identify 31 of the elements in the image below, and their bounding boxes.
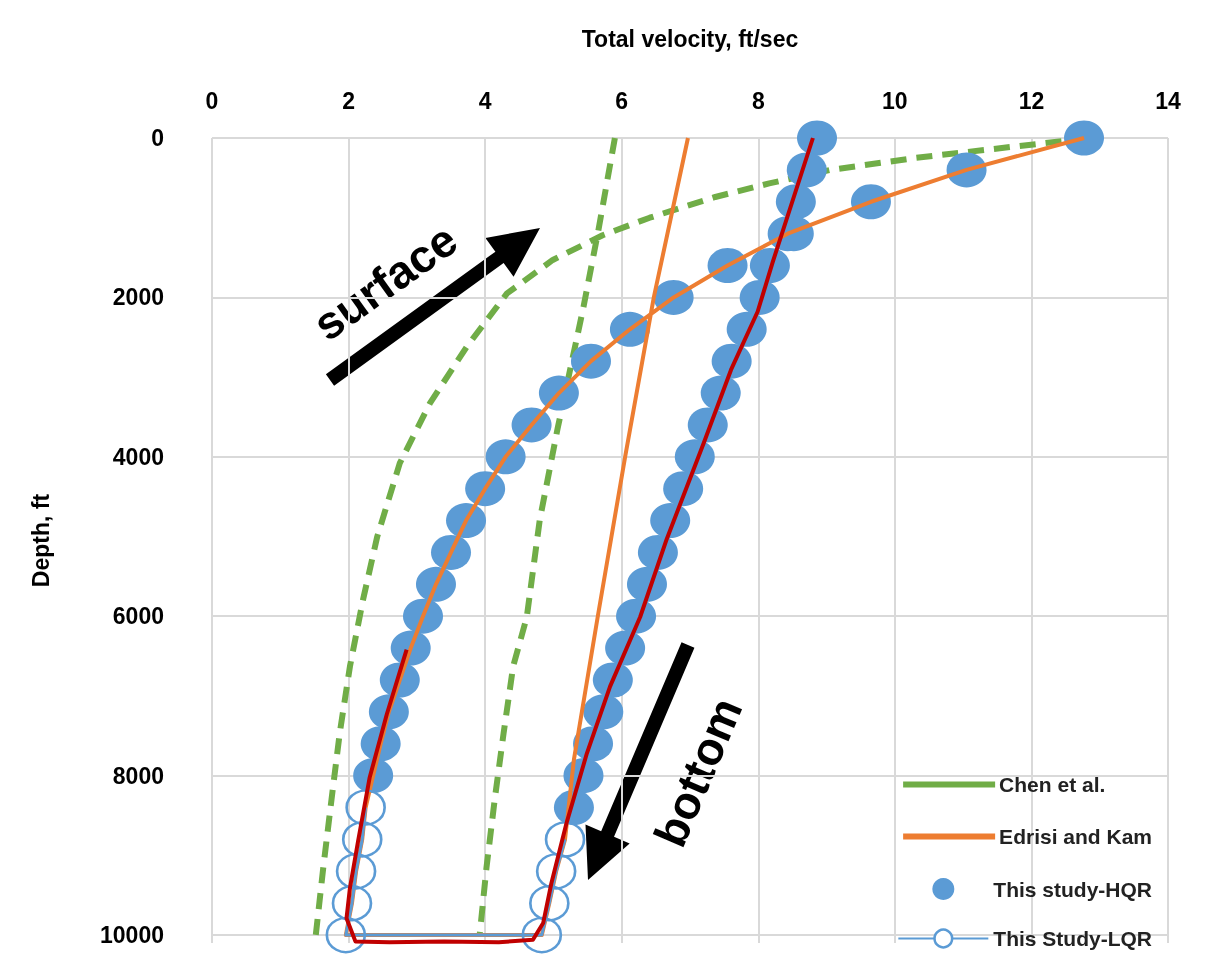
y-axis-title: Depth, ft bbox=[27, 493, 54, 588]
x-tick-label: 6 bbox=[615, 87, 629, 114]
legend-label: This Study-LQR bbox=[993, 927, 1152, 950]
point bbox=[342, 821, 383, 858]
legend-label: Chen et al. bbox=[999, 773, 1106, 796]
point bbox=[797, 120, 838, 156]
y-tick-label: 4000 bbox=[112, 443, 164, 470]
x-tick-label: 12 bbox=[1018, 87, 1045, 114]
y-tick-label: 10000 bbox=[100, 922, 164, 949]
point bbox=[1064, 120, 1105, 156]
point bbox=[544, 821, 586, 858]
x-tick-label: 2 bbox=[342, 87, 355, 114]
x-tick-label: 4 bbox=[478, 87, 492, 114]
x-tick-label: 10 bbox=[882, 87, 908, 114]
legend-label: Edrisi and Kam bbox=[999, 825, 1153, 848]
point bbox=[529, 884, 570, 922]
point bbox=[325, 916, 367, 954]
y-tick-label: 8000 bbox=[112, 762, 164, 789]
point bbox=[345, 789, 386, 826]
x-tick-label: 14 bbox=[1155, 87, 1181, 114]
point bbox=[521, 916, 563, 954]
x-tick-label: 8 bbox=[751, 87, 765, 114]
x-axis-title: Total velocity, ft/sec bbox=[581, 25, 799, 52]
y-tick-label: 6000 bbox=[112, 603, 164, 630]
legend-label: This study-HQR bbox=[993, 877, 1152, 901]
point bbox=[335, 853, 377, 890]
point bbox=[331, 884, 373, 922]
y-tick-label: 0 bbox=[151, 125, 164, 151]
x-tick-label: 0 bbox=[205, 87, 219, 114]
y-tick-label: 2000 bbox=[112, 284, 164, 311]
point bbox=[535, 853, 577, 890]
